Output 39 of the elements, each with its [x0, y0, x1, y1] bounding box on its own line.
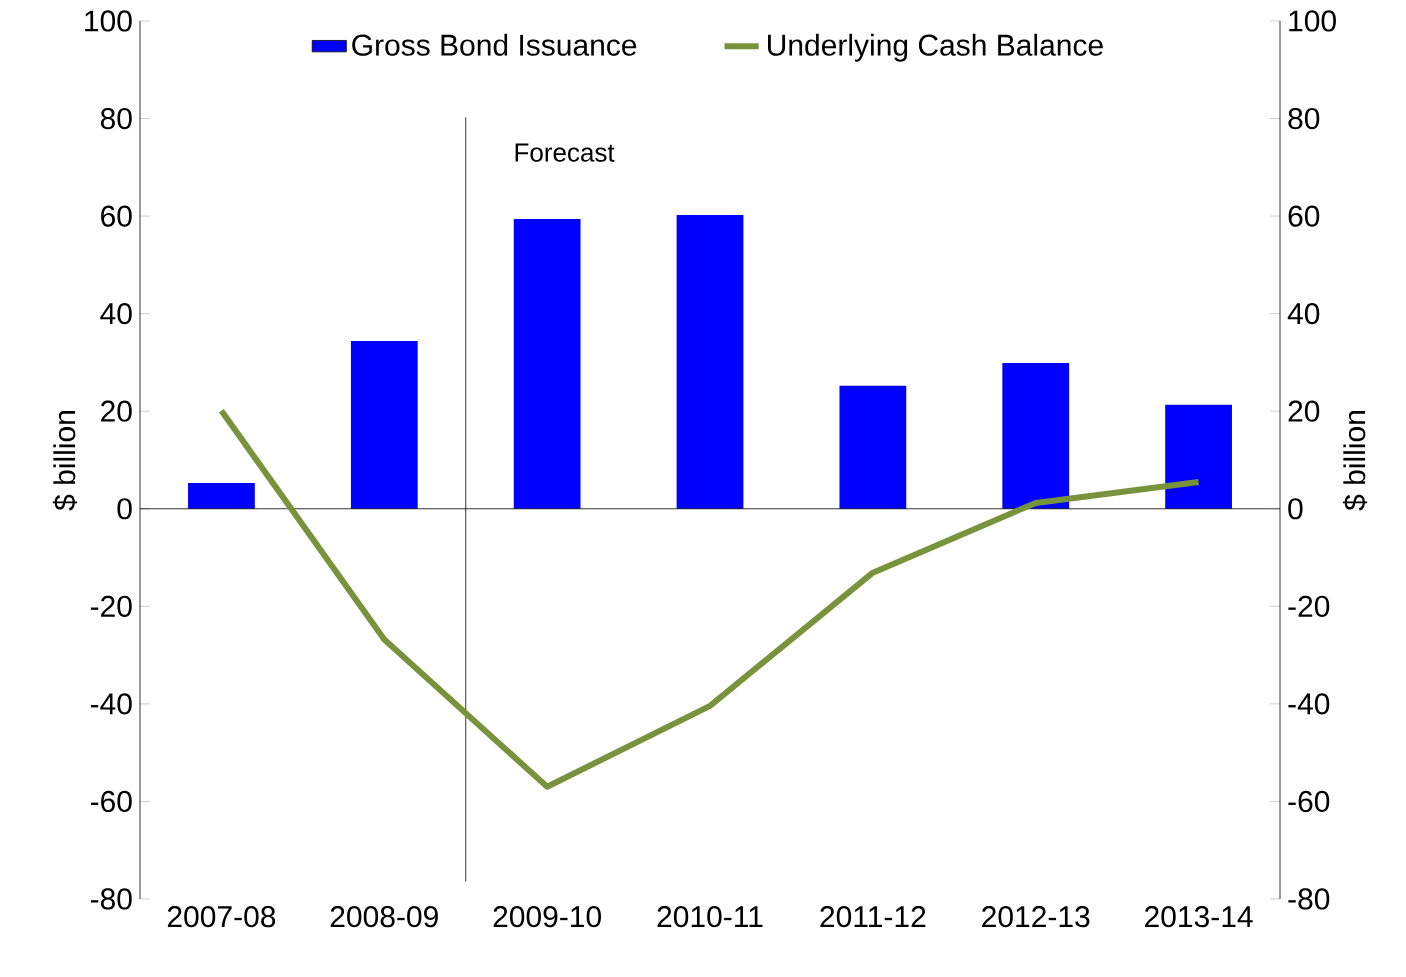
x-tick-label: 2007-08	[167, 906, 276, 928]
y2-tick-label: -40	[1288, 693, 1330, 715]
y2-tick-label: 20	[1288, 400, 1320, 422]
annotation: Forecast	[515, 143, 615, 162]
y-tick-label: -40	[90, 693, 132, 715]
x-tick-label: 2012-13	[982, 906, 1090, 928]
y-tick-label: 0	[117, 498, 132, 520]
y-tick-label: 80	[100, 107, 132, 130]
x-tick-label: 2009-10	[493, 906, 601, 928]
legend-label: Gross Bond Issuance	[352, 33, 637, 56]
bar	[188, 482, 255, 509]
bar	[839, 385, 907, 509]
y-tick-label: 20	[101, 400, 132, 422]
x-tick-label: 2011-12	[820, 906, 926, 928]
y2-tick-label: 100	[1289, 10, 1336, 32]
legend-label: Underlying Cash Balance	[768, 33, 1103, 62]
bar	[1002, 362, 1070, 509]
y2-tick-label: -20	[1288, 595, 1330, 617]
y2-axis-title: $ billion	[1342, 411, 1368, 511]
y2-tick-label: 0	[1288, 498, 1303, 520]
y-tick-label: -80	[90, 888, 132, 910]
x-tick-label: 2010-11	[657, 906, 763, 928]
bar	[1165, 404, 1232, 509]
y-tick-label: 40	[100, 303, 132, 325]
y-tick-label: -60	[90, 790, 132, 813]
y2-tick-label: 40	[1287, 303, 1320, 325]
y-axis-title: $ billion	[52, 411, 78, 511]
y2-tick-label: 60	[1288, 205, 1320, 227]
y2-tick-label: 80	[1288, 107, 1320, 130]
y-tick-label: -20	[90, 595, 132, 617]
y2-tick-label: -60	[1288, 790, 1330, 813]
y2-tick-label: -80	[1288, 888, 1330, 910]
bar	[676, 215, 744, 509]
bar	[350, 340, 418, 509]
y-tick-label: 60	[101, 205, 132, 227]
y-tick-label: 100	[85, 10, 132, 32]
x-tick-label: 2008-09	[330, 906, 438, 928]
bar	[513, 219, 581, 509]
x-tick-label: 2013-14	[1145, 906, 1253, 928]
